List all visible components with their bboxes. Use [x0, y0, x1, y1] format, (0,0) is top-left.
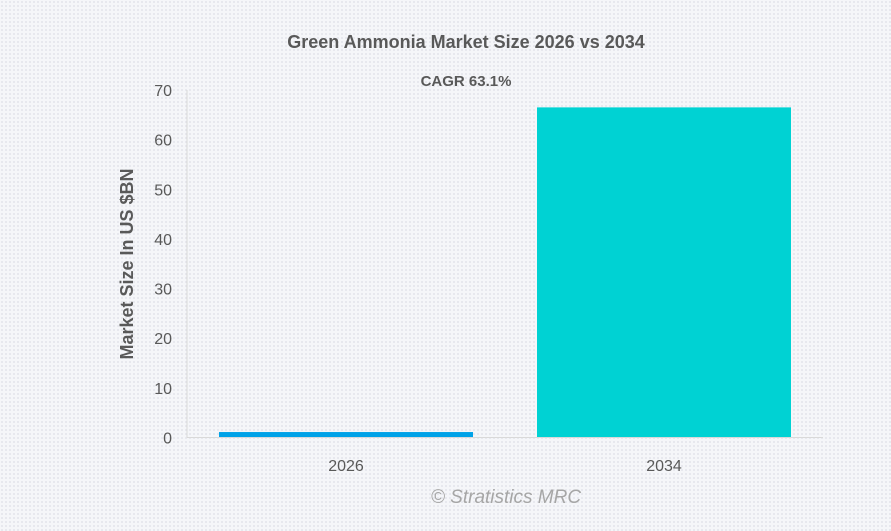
- bar-2026: [219, 432, 473, 438]
- y-tick-label: 30: [154, 282, 172, 299]
- y-tick-label: 0: [163, 431, 172, 448]
- chart-subtitle: CAGR 63.1%: [421, 73, 512, 90]
- watermark: © Stratistics MRC: [431, 487, 581, 508]
- y-tick-label: 60: [154, 133, 172, 150]
- bar-2034: [537, 107, 791, 438]
- y-tick-label: 50: [154, 182, 172, 199]
- y-axis-label: Market Size In US $BN: [117, 168, 137, 359]
- x-tick-label: 2026: [328, 458, 364, 475]
- y-tick-label: 10: [154, 381, 172, 398]
- y-tick-label: 20: [154, 331, 172, 348]
- x-tick-label: 2034: [646, 458, 682, 475]
- chart-title: Green Ammonia Market Size 2026 vs 2034: [287, 32, 645, 52]
- y-tick-label: 70: [154, 83, 172, 100]
- y-tick-label: 40: [154, 232, 172, 249]
